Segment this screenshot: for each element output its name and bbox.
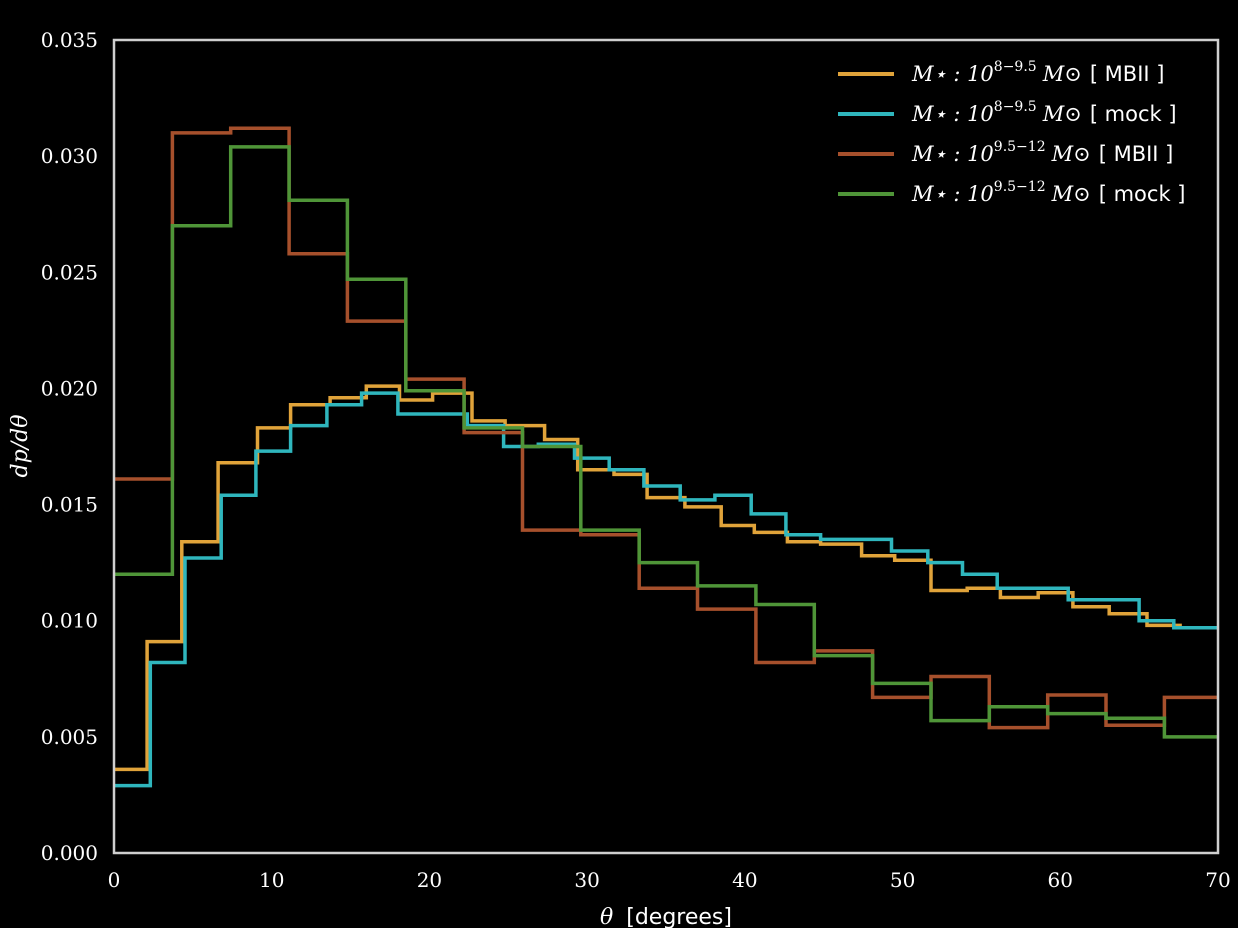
y-tick-label: 0.005 [41,725,98,749]
x-tick-label: 30 [574,868,599,892]
x-tick-label: 50 [890,868,915,892]
y-axis-label: dp/dθ [8,415,33,478]
y-tick-label: 0.000 [41,841,98,865]
legend-label: M⋆ : 108−9.5 M⊙[ MBII ] [911,59,1164,86]
plot-frame [112,38,1220,855]
series-line-2 [114,391,1218,788]
y-axis-ticks: 0.000 0.005 0.010 0.015 0.020 0.025 0.030 0.035 [41,28,98,865]
legend-label: M⋆ : 109.5−12 M⊙[ mock ] [911,179,1185,206]
y-tick-label: 0.010 [41,609,98,633]
series-line-4 [114,145,1218,739]
x-tick-label: 20 [417,868,442,892]
x-axis-label-unit: [degrees] [626,905,732,928]
legend: M⋆ : 108−9.5 M⊙[ MBII ] M⋆ : 108−9.5 M⊙[ mo… [838,59,1185,206]
legend-item-4: M⋆ : 109.5−12 M⊙[ mock ] [838,179,1185,206]
x-tick-label: 70 [1205,868,1230,892]
series-line-3 [114,126,1218,730]
y-tick-label: 0.035 [41,28,98,52]
x-axis-ticks: 0 10 20 30 40 50 60 70 [108,868,1231,892]
y-tick-label: 0.025 [41,260,98,284]
x-axis-label: θ [degrees] [600,905,732,928]
x-tick-label: 40 [732,868,757,892]
legend-label: M⋆ : 108−9.5 M⊙[ mock ] [911,99,1177,126]
series-line-1 [114,384,1218,772]
x-tick-label: 0 [108,868,121,892]
legend-item-3: M⋆ : 109.5−12 M⊙[ MBII ] [838,139,1173,166]
y-tick-label: 0.020 [41,376,98,400]
x-tick-label: 60 [1048,868,1073,892]
y-tick-label: 0.030 [41,144,98,168]
legend-item-2: M⋆ : 108−9.5 M⊙[ mock ] [838,99,1177,126]
x-tick-label: 10 [259,868,284,892]
legend-label: M⋆ : 109.5−12 M⊙[ MBII ] [911,139,1173,166]
x-axis-label-var: θ [600,905,613,928]
series-layer [114,126,1218,788]
y-tick-label: 0.015 [41,493,98,517]
legend-item-1: M⋆ : 108−9.5 M⊙[ MBII ] [838,59,1164,86]
